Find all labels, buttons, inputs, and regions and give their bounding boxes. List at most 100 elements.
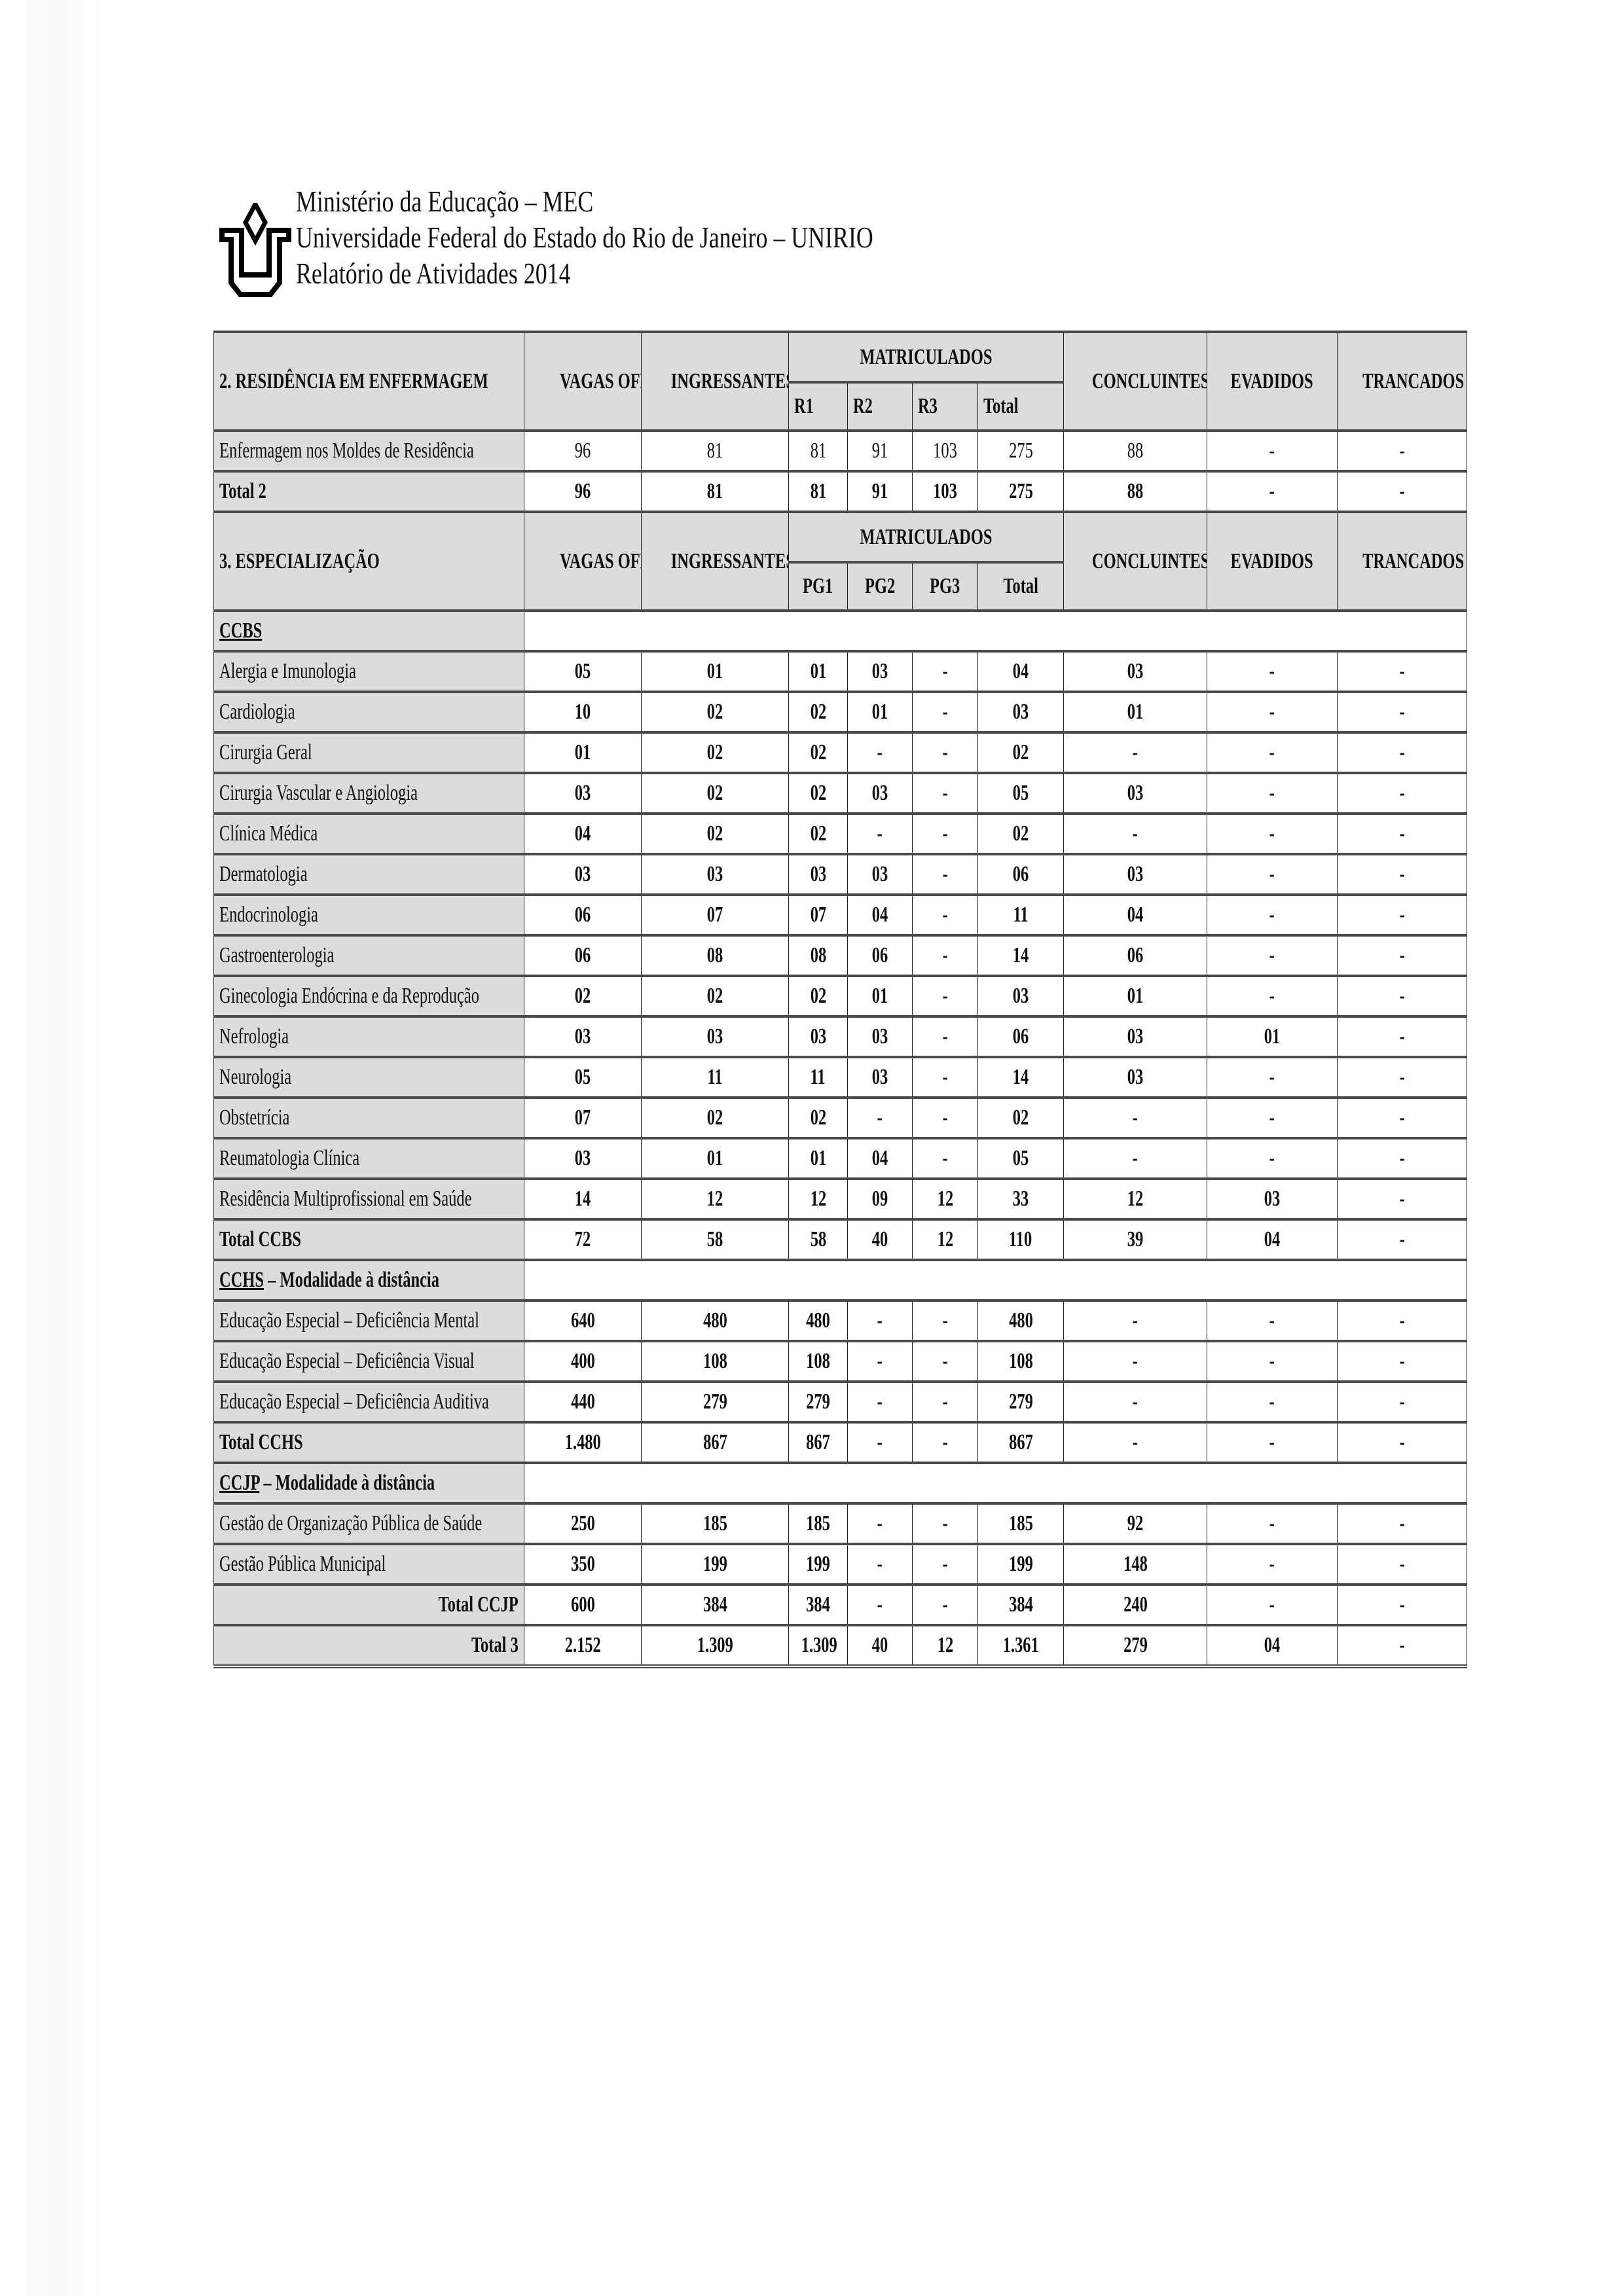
cell-value: 07 bbox=[788, 893, 848, 935]
group-suffix: – Modalidade à distância bbox=[264, 1268, 439, 1292]
row-label: Gestão Pública Municipal bbox=[213, 1543, 524, 1585]
cell-value-text: 02 bbox=[1012, 1105, 1029, 1130]
group-label: CCHS – Modalidade à distância bbox=[213, 1259, 524, 1300]
cell-value: - bbox=[847, 1096, 913, 1138]
cell-value: 81 bbox=[788, 470, 848, 512]
cell-value-text: 39 bbox=[1127, 1227, 1144, 1251]
col-matriculados-r1-text: R1 bbox=[794, 394, 814, 418]
cell-value: 275 bbox=[977, 429, 1065, 471]
cell-value-text: 11 bbox=[1013, 903, 1029, 927]
cell-value-text: 02 bbox=[810, 740, 826, 764]
cell-value-text: 275 bbox=[1008, 439, 1033, 463]
cell-value: 81 bbox=[641, 429, 789, 471]
cell-value: - bbox=[1337, 853, 1468, 895]
cell-value: 1.309 bbox=[641, 1624, 789, 1668]
cell-value: 108 bbox=[788, 1340, 848, 1382]
cell-value-text: - bbox=[1269, 479, 1275, 503]
cell-value: - bbox=[912, 1137, 978, 1179]
cell-value-text: 81 bbox=[706, 479, 723, 503]
row-label-text: Gastroenterologia bbox=[219, 943, 335, 967]
cell-value-text: - bbox=[1399, 740, 1405, 764]
col-matriculados: MATRICULADOS bbox=[788, 511, 1065, 562]
cell-value-text: 10 bbox=[574, 700, 591, 724]
cell-value: 92 bbox=[1063, 1502, 1208, 1544]
cell-value-text: 108 bbox=[702, 1349, 727, 1373]
cell-value-text: 279 bbox=[806, 1390, 830, 1414]
col-concluintes: CONCLUINTES bbox=[1063, 331, 1208, 431]
row-label-text: Total CCJP bbox=[438, 1592, 519, 1617]
table-row: Enfermagem nos Moldes de Residência 96 81 8… bbox=[213, 429, 1468, 471]
cell-value-text: 03 bbox=[1127, 1065, 1144, 1089]
cell-value: - bbox=[847, 1340, 913, 1382]
unirio-logo-icon bbox=[219, 203, 291, 297]
cell-value: - bbox=[1337, 1137, 1468, 1179]
cell-value-text: 12 bbox=[706, 1187, 723, 1211]
cell-value: 01 bbox=[1063, 975, 1208, 1016]
cell-value: 03 bbox=[524, 1015, 642, 1057]
cell-value-text: - bbox=[877, 1552, 883, 1576]
cell-value-text: 108 bbox=[806, 1349, 830, 1373]
table-row: Residência Multiprofissional em Saúde 14 1… bbox=[213, 1177, 1468, 1219]
cell-value: 01 bbox=[524, 731, 642, 773]
col-matriculados-pg3: PG3 bbox=[912, 561, 978, 611]
cell-value: 03 bbox=[524, 853, 642, 895]
cell-value: - bbox=[1337, 1583, 1468, 1625]
cell-value: 04 bbox=[1207, 1624, 1338, 1668]
cell-value: 275 bbox=[977, 470, 1065, 512]
cell-value-text: - bbox=[1132, 1146, 1139, 1170]
cell-value: - bbox=[1207, 934, 1338, 976]
cell-value: - bbox=[847, 1543, 913, 1585]
group-empty bbox=[523, 1259, 1468, 1300]
cell-value: 03 bbox=[847, 1056, 913, 1098]
table-row: Educação Especial – Deficiência Auditiva… bbox=[213, 1380, 1468, 1422]
cell-value: 185 bbox=[788, 1502, 848, 1544]
cell-value: 14 bbox=[977, 1056, 1065, 1098]
cell-value: - bbox=[1063, 1299, 1208, 1341]
cell-value: - bbox=[1207, 1056, 1338, 1098]
cell-value-text: 384 bbox=[1008, 1592, 1033, 1617]
cell-value-text: 1.361 bbox=[1002, 1633, 1039, 1657]
group-label-text: CCHS – Modalidade à distância bbox=[219, 1268, 439, 1293]
cell-value: 96 bbox=[524, 429, 642, 471]
cell-value: - bbox=[1063, 1096, 1208, 1138]
cell-value-text: - bbox=[1132, 1308, 1139, 1333]
cell-value-text: - bbox=[1399, 1227, 1405, 1251]
cell-value: 350 bbox=[524, 1543, 642, 1585]
cell-value: 58 bbox=[788, 1218, 848, 1260]
cell-value: 01 bbox=[847, 691, 913, 732]
cell-value: 03 bbox=[1207, 1177, 1338, 1219]
cell-value: 06 bbox=[1063, 934, 1208, 976]
cell-value-text: 279 bbox=[702, 1390, 727, 1414]
cell-value-text: - bbox=[942, 862, 948, 886]
cell-value-text: 06 bbox=[1012, 862, 1029, 886]
row-label: Ginecologia Endócrina e da Reprodução bbox=[213, 975, 524, 1016]
col-evadidos-text: EVADIDOS bbox=[1230, 368, 1314, 393]
col-vagas-ofertadas-text: VAGAS OFERTADAS bbox=[560, 368, 640, 393]
col-matriculados-pg2-text: PG2 bbox=[864, 574, 896, 598]
cell-value: - bbox=[1207, 772, 1338, 814]
cell-value-text: 02 bbox=[706, 1105, 723, 1130]
table-row: Gestão Pública Municipal 350 199 199 - - 199 14… bbox=[213, 1543, 1468, 1585]
table-row: Reumatologia Clínica 03 01 01 04 - 05 - - - bbox=[213, 1137, 1468, 1179]
cell-value-text: 108 bbox=[1008, 1349, 1033, 1373]
row-label-text: Total 2 bbox=[219, 479, 266, 503]
cell-value-text: 03 bbox=[1127, 781, 1144, 805]
cell-value: 81 bbox=[788, 429, 848, 471]
cell-value-text: 03 bbox=[810, 1024, 826, 1049]
cell-value-text: 199 bbox=[806, 1552, 830, 1576]
cell-value-text: - bbox=[1269, 1105, 1275, 1130]
cell-value: - bbox=[912, 1502, 978, 1544]
group-code: CCJP bbox=[219, 1471, 260, 1495]
row-label-text: Gestão de Organização Pública de Saúde bbox=[219, 1511, 483, 1535]
row-label: Cirurgia Geral bbox=[213, 731, 524, 773]
group-label: CCJP – Modalidade à distância bbox=[213, 1462, 524, 1503]
cell-value: 1.361 bbox=[977, 1624, 1065, 1668]
cell-value: - bbox=[912, 1421, 978, 1463]
cell-value: 07 bbox=[524, 1096, 642, 1138]
cell-value: - bbox=[1063, 731, 1208, 773]
cell-value-text: 06 bbox=[871, 943, 888, 967]
cell-value: 06 bbox=[524, 893, 642, 935]
cell-value-text: 199 bbox=[702, 1552, 727, 1576]
cell-value-text: 04 bbox=[871, 1146, 888, 1170]
row-label-text: Educação Especial – Deficiência Visual bbox=[219, 1349, 475, 1373]
